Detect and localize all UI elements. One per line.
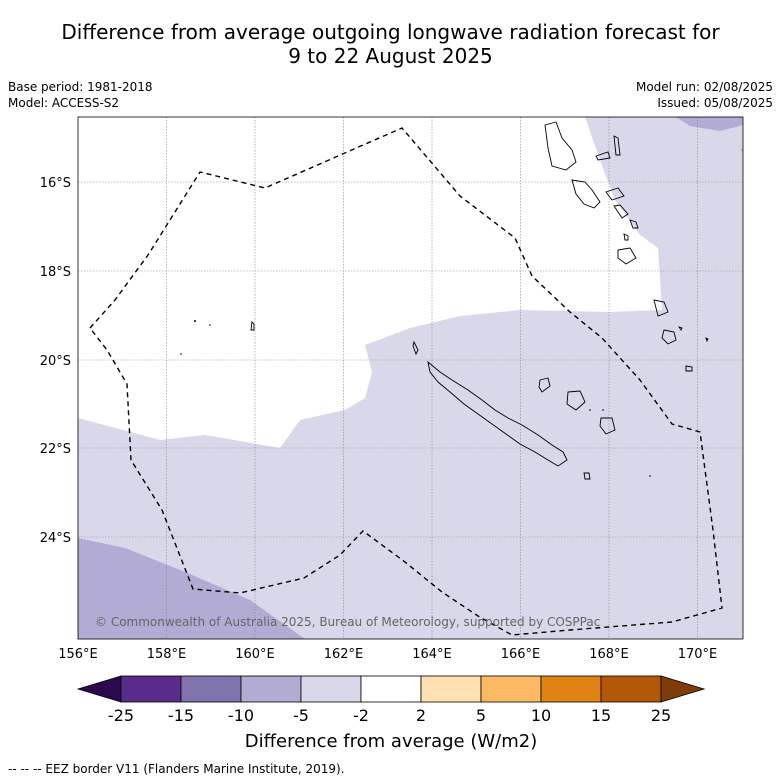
colorbar-tick-label: 2 (416, 706, 426, 725)
colorbar (76, 675, 706, 703)
issued-date: Issued: 05/08/2025 (657, 96, 773, 110)
colorbar-tick-label: 5 (476, 706, 486, 725)
pentecost-island (605, 187, 625, 201)
meta-right: Model run: 02/08/2025 Issued: 05/08/2025 (636, 79, 773, 111)
colorbar-tick-label: -10 (228, 706, 254, 725)
colorbar-segment (300, 675, 362, 703)
shepherd-islets (629, 219, 639, 229)
coastlines (250, 121, 709, 480)
chart-title: Difference from average outgoing longwav… (0, 20, 781, 68)
matthew-island (661, 329, 677, 345)
belep-islands (412, 340, 419, 356)
colorbar-segment (180, 675, 242, 703)
lat-tick-label: 18°S (40, 265, 71, 280)
maewo-island (613, 135, 621, 156)
colorbar-tick-label: -5 (293, 706, 309, 725)
colorbar-segment (420, 675, 482, 703)
lon-tick-label: 164°E (412, 647, 452, 662)
base-period: Base period: 1981-2018 (8, 80, 153, 94)
lon-tick-label: 158°E (147, 647, 187, 662)
model-name: Model: ACCESS-S2 (8, 96, 120, 110)
colorbar-extend-high (660, 675, 706, 703)
gridlines (78, 117, 743, 639)
lon-tick-label: 162°E (324, 647, 364, 662)
anomaly-field-medium-sw (78, 538, 305, 639)
islet-dot (602, 409, 604, 411)
near-average-region (78, 117, 662, 448)
ouvea-island (538, 377, 551, 393)
eez-border (89, 127, 723, 636)
colorbar-tick-label: -25 (108, 706, 134, 725)
anomaly-field-medium-edge (740, 148, 743, 152)
islet-dot (649, 475, 651, 477)
colorbar-tick-label: -2 (353, 706, 369, 725)
colorbar-extend-low (76, 675, 122, 703)
islet-b (677, 326, 683, 331)
lat-tick-label: 16°S (40, 176, 71, 191)
islet-a (250, 321, 255, 331)
islet-dot (194, 320, 196, 322)
lat-tick-label: 22°S (40, 442, 71, 457)
efate-islets (613, 204, 629, 219)
colorbar-tick-label: -15 (168, 706, 194, 725)
lon-tick-label: 170°E (678, 647, 718, 662)
eez-legend-note: -- -- -- EEZ border V11 (Flanders Marine… (8, 762, 345, 776)
lat-tick-labels: 16°S 18°S 20°S 22°S 24°S (40, 176, 71, 546)
model-run: Model run: 02/08/2025 (635, 80, 773, 94)
lon-tick-label: 166°E (501, 647, 541, 662)
colorbar-segment (480, 675, 542, 703)
islet-dot (180, 353, 182, 355)
hunter-island (685, 365, 693, 372)
colorbar-tick-labels: -25 -15 -10 -5 -2 2 5 10 15 25 (108, 706, 671, 725)
colorbar-segment (540, 675, 602, 703)
colorbar-label: Difference from average (W/m2) (245, 731, 537, 752)
map-frame (77, 116, 744, 640)
title-line-2: 9 to 22 August 2025 (288, 44, 493, 68)
islet-c (705, 337, 709, 343)
ambae-island (595, 151, 611, 161)
islet-dot (209, 324, 211, 326)
colorbar-segment (360, 675, 422, 703)
meta-left: Base period: 1981-2018 Model: ACCESS-S2 (8, 79, 153, 111)
islet-dot (589, 409, 591, 411)
lifou-island (566, 390, 586, 411)
colorbar-tick-label: 15 (591, 706, 611, 725)
colorbar-tick-label: 25 (651, 706, 671, 725)
anomaly-field-medium-ne (676, 117, 743, 131)
lon-tick-label: 156°E (58, 647, 98, 662)
new-caledonia-coast (427, 360, 568, 467)
erromango-islet (623, 233, 629, 241)
espiritu-santo (544, 121, 577, 171)
map-area: © Commonwealth of Australia 2025, Bureau… (78, 117, 743, 639)
colorbar-segment (120, 675, 182, 703)
aneityum-island (653, 299, 669, 317)
colorbar-segment (240, 675, 302, 703)
mare-island (599, 417, 616, 435)
colorbar-tick-label: 10 (531, 706, 551, 725)
lon-tick-labels: 156°E 158°E 160°E 162°E 164°E 166°E 168°… (58, 647, 717, 662)
colorbar-segment (600, 675, 662, 703)
lon-tick-label: 168°E (589, 647, 629, 662)
isle-of-pines (583, 472, 591, 480)
map-copyright: © Commonwealth of Australia 2025, Bureau… (95, 615, 600, 629)
lon-tick-label: 160°E (235, 647, 275, 662)
malekula-island (571, 179, 601, 209)
tanna-island (617, 247, 637, 265)
lat-tick-label: 20°S (40, 354, 71, 369)
title-line-1: Difference from average outgoing longwav… (61, 20, 720, 44)
small-islets (180, 320, 651, 477)
lat-tick-label: 24°S (40, 531, 71, 546)
